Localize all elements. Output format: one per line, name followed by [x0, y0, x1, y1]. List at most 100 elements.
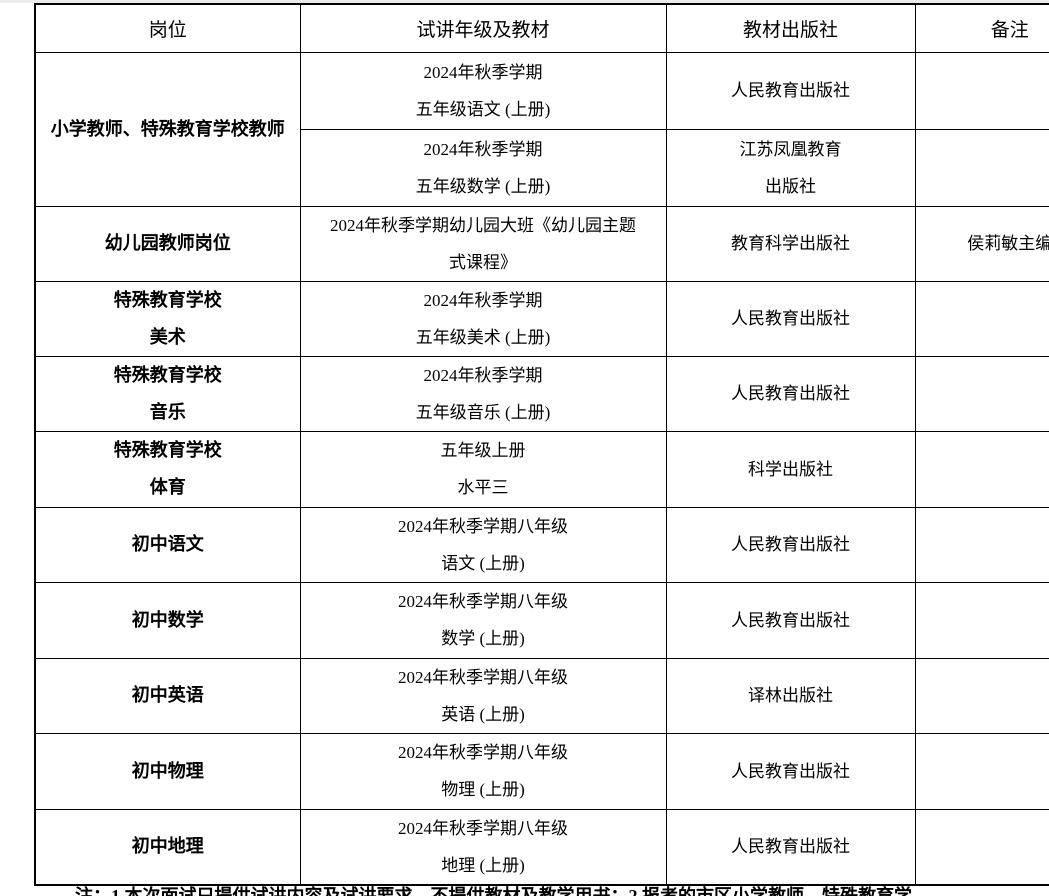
cell-material: 2024年秋季学期八年级 数学 (上册) — [299, 581, 667, 659]
table-row: 初中数学 2024年秋季学期八年级 数学 (上册) 人民教育出版社 — [34, 581, 1049, 659]
cell-position: 特殊教育学校 体育 — [34, 430, 301, 508]
cell-line: 江苏凤凰教育 — [739, 139, 842, 159]
cell-material: 2024年秋季学期 五年级数学 (上册) — [299, 128, 667, 207]
cell-remark — [914, 430, 1049, 508]
cell-line: 物理 (上册) — [441, 780, 525, 799]
cell-line: 式课程》 — [449, 252, 517, 272]
cell-line: 五年级语文 (上册) — [415, 99, 551, 119]
cell-material: 2024年秋季学期八年级 地理 (上册) — [299, 808, 667, 885]
footnote: 注：1.本次面试只提供试讲内容及试讲要求，不提供教材及教学用书；2.报考的市区小… — [75, 886, 912, 896]
cell-remark — [914, 51, 1049, 130]
cell-line: 美术 — [149, 326, 186, 347]
top-strip — [0, 0, 1049, 3]
cell-line: 2024年秋季学期幼儿园大班《幼儿园主题 — [330, 215, 636, 235]
cell-position: 小学教师、特殊教育学校教师 — [34, 51, 301, 207]
cell-line: 人民教育出版社 — [731, 81, 850, 100]
cell-position: 初中物理 — [34, 732, 301, 810]
cell-remark — [914, 280, 1049, 357]
cell-line: 音乐 — [149, 401, 186, 422]
col-header-material: 试讲年级及教材 — [299, 3, 667, 53]
cell-publisher: 江苏凤凰教育 出版社 — [665, 128, 916, 207]
cell-remark — [914, 581, 1049, 659]
cell-line: 五年级音乐 (上册) — [415, 402, 551, 422]
cell-publisher: 人民教育出版社 — [665, 51, 916, 130]
cell-material: 2024年秋季学期 五年级音乐 (上册) — [299, 355, 667, 432]
cell-line: 人民教育出版社 — [731, 384, 850, 403]
cell-line: 2024年秋季学期八年级 — [398, 667, 568, 687]
cell-line: 出版社 — [765, 176, 816, 196]
cell-line: 科学出版社 — [748, 459, 833, 479]
cell-line: 英语 (上册) — [441, 704, 525, 724]
recruitment-table: 岗位 试讲年级及教材 教材出版社 备注 小学教师、特殊教育学校教师 2024年秋… — [34, 3, 1049, 886]
cell-line: 人民教育出版社 — [731, 309, 850, 328]
table-row: 初中英语 2024年秋季学期八年级 英语 (上册) 译林出版社 — [34, 657, 1049, 734]
cell-line: 特殊教育学校 — [113, 364, 222, 385]
cell-line: 人民教育出版社 — [731, 761, 850, 781]
cell-remark: 侯莉敏主编 — [914, 205, 1049, 282]
cell-line: 教育科学出版社 — [731, 234, 850, 253]
cell-publisher: 人民教育出版社 — [665, 808, 916, 885]
cell-line: 人民教育出版社 — [731, 610, 850, 630]
cell-remark — [914, 506, 1049, 583]
cell-line: 2024年秋季学期八年级 — [398, 592, 568, 611]
table-row: 2024年秋季学期 五年级数学 (上册) 江苏凤凰教育 出版社 — [35, 128, 1049, 207]
cell-material: 2024年秋季学期八年级 物理 (上册) — [299, 732, 667, 810]
cell-line: 2024年秋季学期八年级 — [398, 818, 568, 838]
cell-remark — [914, 808, 1049, 885]
cell-remark — [914, 128, 1049, 207]
table-row: 特殊教育学校 音乐 2024年秋季学期 五年级音乐 (上册) 人民教育出版社 — [34, 355, 1049, 432]
cell-remark — [914, 657, 1049, 734]
cell-line: 2024年秋季学期 — [423, 290, 543, 310]
cell-publisher: 科学出版社 — [665, 430, 916, 508]
cell-line: 2024年秋季学期八年级 — [398, 743, 568, 762]
cell-material: 2024年秋季学期八年级 英语 (上册) — [299, 657, 667, 734]
table-row: 特殊教育学校 体育 五年级上册 水平三 科学出版社 — [34, 430, 1049, 508]
cell-material: 五年级上册 水平三 — [299, 430, 667, 508]
cell-publisher: 人民教育出版社 — [665, 355, 916, 432]
cell-line: 人民教育出版社 — [731, 535, 850, 554]
cell-position: 特殊教育学校 美术 — [34, 280, 301, 357]
col-header-remark: 备注 — [914, 3, 1049, 53]
cell-line: 侯莉敏主编 — [967, 234, 1049, 253]
header-row: 岗位 试讲年级及教材 教材出版社 备注 — [34, 3, 1049, 53]
cell-line: 五年级美术 (上册) — [415, 327, 551, 347]
cell-line: 体育 — [149, 477, 186, 497]
cell-line: 水平三 — [457, 478, 509, 497]
cell-line: 特殊教育学校 — [113, 289, 222, 310]
table-row: 初中语文 2024年秋季学期八年级 语文 (上册) 人民教育出版社 — [34, 506, 1049, 583]
cell-position: 幼儿园教师岗位 — [34, 205, 301, 282]
cell-publisher: 人民教育出版社 — [665, 506, 916, 583]
cell-position: 特殊教育学校 音乐 — [34, 355, 301, 432]
cell-line: 2024年秋季学期 — [423, 139, 543, 159]
cell-position: 初中地理 — [34, 808, 301, 885]
cell-line: 五年级数学 (上册) — [415, 176, 551, 196]
cell-line: 人民教育出版社 — [731, 837, 850, 856]
cell-position: 初中语文 — [34, 506, 301, 583]
cell-line: 数学 (上册) — [441, 629, 525, 648]
cell-line: 译林出版社 — [748, 686, 833, 705]
table-row: 初中地理 2024年秋季学期八年级 地理 (上册) 人民教育出版社 — [34, 808, 1049, 885]
table-row: 特殊教育学校 美术 2024年秋季学期 五年级美术 (上册) 人民教育出版社 — [34, 280, 1049, 357]
cell-publisher: 教育科学出版社 — [665, 205, 916, 282]
col-header-publisher: 教材出版社 — [665, 3, 916, 53]
cell-line: 地理 (上册) — [441, 855, 525, 875]
cell-material: 2024年秋季学期八年级 语文 (上册) — [299, 506, 667, 583]
cell-publisher: 译林出版社 — [665, 657, 916, 734]
cell-material: 2024年秋季学期 五年级语文 (上册) — [299, 51, 667, 130]
cell-line: 五年级上册 — [440, 441, 526, 460]
cell-line: 语文 (上册) — [441, 553, 525, 573]
cell-position: 初中数学 — [34, 581, 301, 659]
table-row: 初中物理 2024年秋季学期八年级 物理 (上册) 人民教育出版社 — [34, 732, 1049, 810]
cell-publisher: 人民教育出版社 — [665, 581, 916, 659]
cell-line: 特殊教育学校 — [113, 440, 222, 460]
cell-remark — [914, 732, 1049, 810]
cell-remark — [914, 355, 1049, 432]
cell-line: 2024年秋季学期 — [423, 365, 543, 385]
table-row: 小学教师、特殊教育学校教师 2024年秋季学期 五年级语文 (上册) 人民教育出… — [34, 51, 1049, 207]
cell-publisher: 人民教育出版社 — [665, 280, 916, 357]
cell-material: 2024年秋季学期幼儿园大班《幼儿园主题 式课程》 — [299, 205, 667, 282]
col-header-position: 岗位 — [34, 3, 301, 53]
table-row: 幼儿园教师岗位 2024年秋季学期幼儿园大班《幼儿园主题 式课程》 教育科学出版… — [34, 205, 1049, 282]
cell-publisher: 人民教育出版社 — [665, 732, 916, 810]
